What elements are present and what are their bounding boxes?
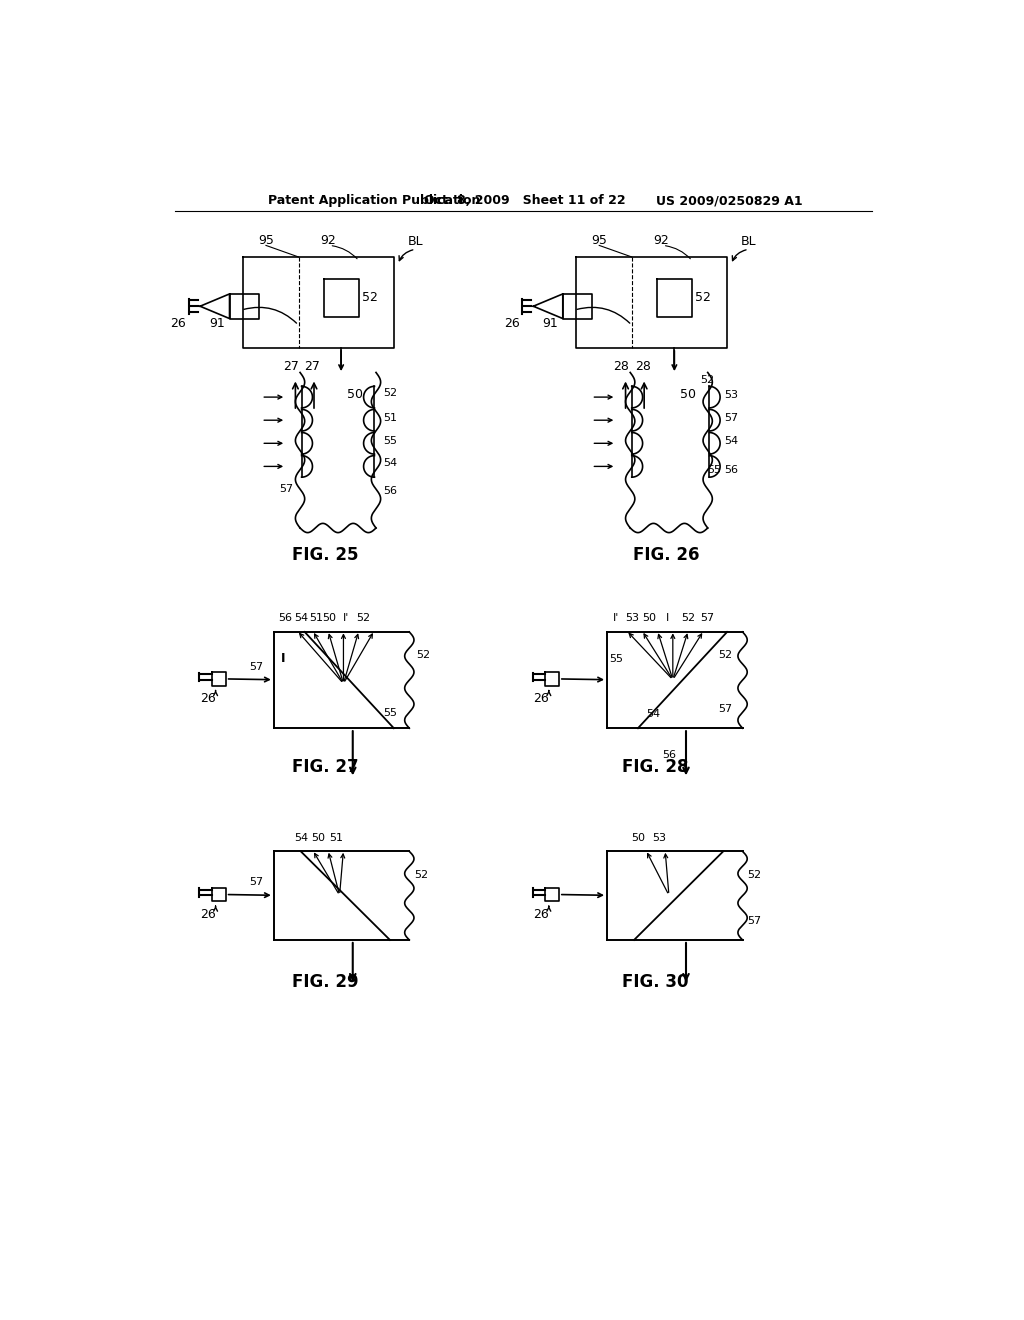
Text: 50: 50 (311, 833, 325, 842)
Text: 91: 91 (209, 317, 225, 330)
Text: 57: 57 (279, 484, 293, 495)
Text: 54: 54 (383, 458, 397, 467)
Text: 54: 54 (724, 436, 738, 446)
Text: 56: 56 (724, 465, 738, 475)
Text: I': I' (613, 612, 620, 623)
Text: 55: 55 (383, 436, 397, 446)
Text: 50: 50 (643, 612, 656, 623)
Text: 57: 57 (724, 413, 738, 422)
Text: 52: 52 (748, 870, 761, 879)
Text: BL: BL (408, 235, 423, 248)
Text: 57: 57 (719, 704, 732, 714)
Text: 52: 52 (355, 612, 370, 623)
Text: US 2009/0250829 A1: US 2009/0250829 A1 (655, 194, 802, 207)
Text: 56: 56 (279, 612, 292, 623)
Text: 53: 53 (724, 389, 738, 400)
Text: 54: 54 (646, 709, 660, 719)
Text: 51: 51 (309, 612, 324, 623)
Text: 52: 52 (383, 388, 397, 399)
Text: 57: 57 (250, 661, 264, 672)
Text: 55: 55 (383, 708, 397, 718)
Text: 56: 56 (383, 486, 397, 496)
Text: 57: 57 (748, 916, 761, 925)
Text: FIG. 28: FIG. 28 (622, 758, 688, 776)
Text: 28: 28 (635, 360, 650, 372)
Text: Oct. 8, 2009   Sheet 11 of 22: Oct. 8, 2009 Sheet 11 of 22 (424, 194, 626, 207)
Text: 52: 52 (695, 292, 711, 305)
Text: Patent Application Publication: Patent Application Publication (267, 194, 480, 207)
Text: BL: BL (741, 235, 757, 248)
Text: 55: 55 (609, 653, 624, 664)
Text: 26: 26 (171, 317, 186, 330)
Text: I: I (281, 652, 286, 665)
Text: FIG. 30: FIG. 30 (622, 973, 688, 991)
Text: 26: 26 (534, 693, 549, 705)
Text: 52: 52 (361, 292, 378, 305)
Text: 26: 26 (200, 693, 216, 705)
Text: 56: 56 (662, 750, 676, 760)
Text: 51: 51 (329, 833, 343, 842)
Text: 57: 57 (250, 878, 264, 887)
Text: FIG. 25: FIG. 25 (293, 546, 358, 564)
Text: 50: 50 (323, 612, 337, 623)
Text: 50: 50 (631, 833, 645, 842)
Text: 92: 92 (321, 234, 336, 247)
Text: 95: 95 (258, 234, 273, 247)
Text: 52: 52 (699, 375, 714, 385)
Text: I: I (666, 612, 669, 623)
Text: 27: 27 (304, 360, 321, 372)
Text: 26: 26 (534, 908, 549, 921)
Text: 52: 52 (719, 649, 732, 660)
Text: 50: 50 (680, 388, 696, 400)
Text: 52: 52 (416, 649, 430, 660)
Text: 91: 91 (543, 317, 558, 330)
Text: 95: 95 (591, 234, 607, 247)
Text: FIG. 29: FIG. 29 (292, 973, 359, 991)
Text: 26: 26 (200, 908, 216, 921)
Text: 92: 92 (653, 234, 669, 247)
Text: FIG. 27: FIG. 27 (292, 758, 359, 776)
Text: 28: 28 (613, 360, 629, 372)
Text: 57: 57 (700, 612, 715, 623)
Text: 54: 54 (294, 833, 308, 842)
Text: FIG. 26: FIG. 26 (634, 546, 699, 564)
Text: 53: 53 (652, 833, 667, 842)
Text: 52: 52 (681, 612, 695, 623)
Text: I': I' (343, 612, 349, 623)
Text: 54: 54 (294, 612, 308, 623)
Text: 55: 55 (707, 465, 721, 475)
Text: 53: 53 (625, 612, 639, 623)
Text: 27: 27 (283, 360, 299, 372)
Text: 52: 52 (414, 870, 428, 879)
Text: 51: 51 (383, 413, 397, 422)
Text: 26: 26 (504, 317, 519, 330)
Text: 50: 50 (347, 388, 364, 400)
